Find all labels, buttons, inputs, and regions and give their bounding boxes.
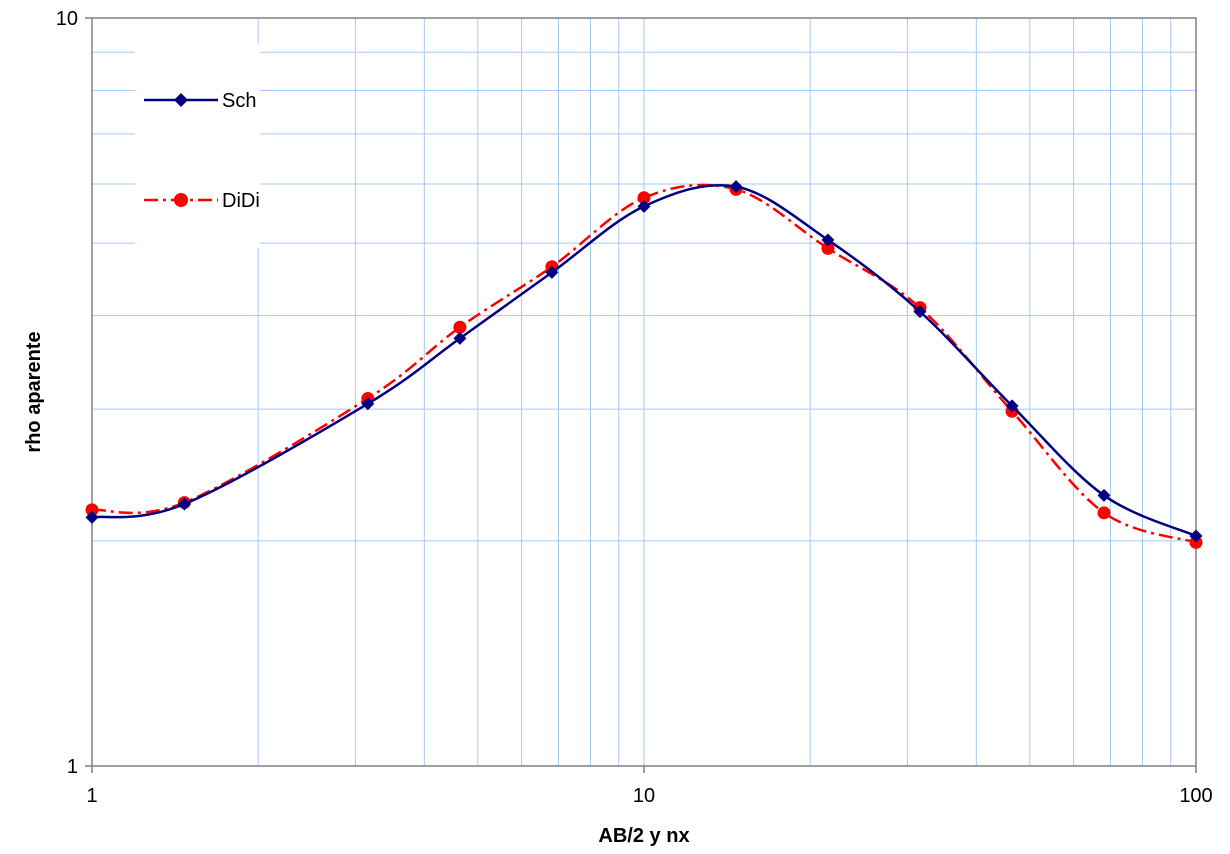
point-sch xyxy=(361,397,375,411)
point-sch xyxy=(821,233,835,247)
x-tick-label: 1 xyxy=(86,785,97,807)
point-sch xyxy=(545,265,559,279)
x-tick-label: 100 xyxy=(1179,785,1212,807)
x-tick-label: 10 xyxy=(633,785,655,807)
point-sch xyxy=(729,180,743,194)
point-didi xyxy=(453,320,467,334)
y-axis-title: rho aparente xyxy=(23,331,45,452)
point-sch xyxy=(453,331,467,345)
point-sch xyxy=(174,93,188,107)
point-didi xyxy=(174,193,188,207)
legend-entry-didi: DiDi xyxy=(144,190,260,212)
point-sch xyxy=(177,497,191,511)
legend-label: Sch xyxy=(222,90,256,112)
point-sch xyxy=(85,510,99,524)
legend-entry-sch: Sch xyxy=(144,90,256,112)
series-line-didi xyxy=(91,183,1197,544)
y-tick-label: 10 xyxy=(56,8,78,30)
point-didi xyxy=(821,241,835,255)
point-didi xyxy=(1097,506,1111,520)
point-sch xyxy=(913,305,927,319)
legend-box xyxy=(135,44,260,248)
grid xyxy=(92,18,1196,766)
point-sch xyxy=(637,199,651,213)
point-sch xyxy=(1097,488,1111,502)
series-sch xyxy=(85,180,1203,543)
tick-labels: 1 10 100 1 10 xyxy=(56,8,1213,807)
legend-label: DiDi xyxy=(222,190,260,212)
point-didi xyxy=(637,191,651,205)
point-sch xyxy=(1189,529,1203,543)
x-axis-title: AB/2 y nx xyxy=(598,825,689,847)
point-didi xyxy=(85,503,99,517)
legend: Sch DiDi xyxy=(135,44,260,248)
series-layer xyxy=(85,180,1203,549)
y-tick-label: 1 xyxy=(67,756,78,778)
point-sch xyxy=(1005,399,1019,413)
series-line-sch xyxy=(91,183,1197,538)
